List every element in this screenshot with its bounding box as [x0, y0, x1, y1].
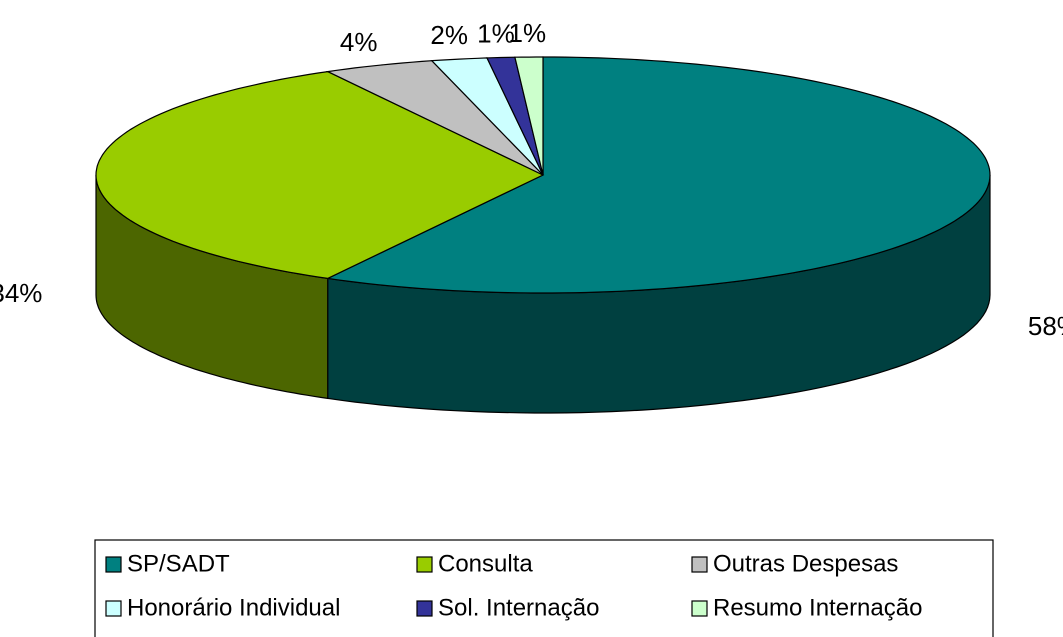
legend-label: Resumo Internação	[713, 594, 922, 621]
pie-slice	[325, 60, 544, 176]
legend-box	[94, 539, 994, 637]
legend-label: Outras Despesas	[713, 550, 898, 577]
legend: SP/SADT Consulta Outras Despesas Honorário …	[105, 550, 922, 621]
legend-swatch	[105, 556, 122, 573]
data-labels: 58% 34% 4% 2% 1%1%	[0, 18, 1063, 341]
pie-tops	[95, 56, 991, 294]
legend-label: Sol. Internação	[438, 594, 599, 621]
legend-swatch	[691, 600, 708, 617]
data-label: 34%	[0, 278, 42, 308]
legend-swatch	[416, 600, 433, 617]
legend-label: Honorário Individual	[127, 594, 340, 621]
pie-slice	[430, 57, 544, 176]
legend-swatch	[416, 556, 433, 573]
legend-swatch	[691, 556, 708, 573]
data-label: 58%	[1028, 311, 1063, 341]
data-label: 1%	[477, 18, 515, 48]
data-label: 1%	[509, 18, 547, 48]
pie-slice	[325, 56, 991, 294]
legend-label: SP/SADT	[127, 550, 230, 577]
pie-slice	[514, 56, 544, 176]
data-label: 4%	[340, 27, 378, 57]
pie-slice	[95, 70, 545, 280]
legend-label: Consulta	[438, 550, 533, 577]
legend-swatch	[105, 600, 122, 617]
data-label: 2%	[430, 20, 468, 50]
